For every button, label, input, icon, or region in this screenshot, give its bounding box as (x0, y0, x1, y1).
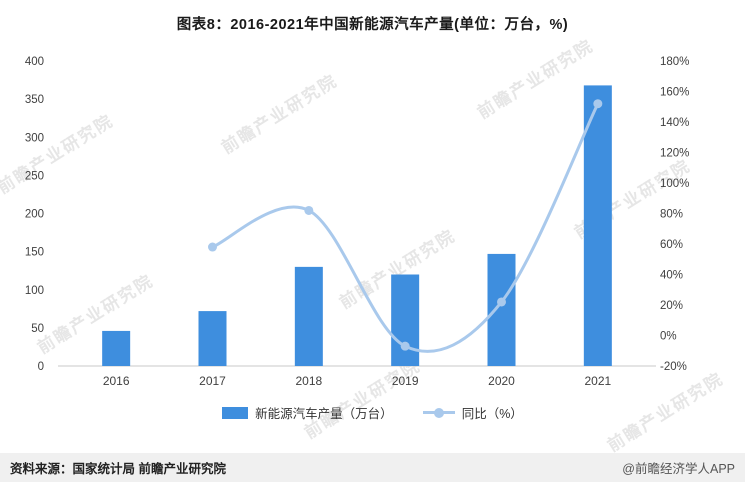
legend-item-yoy: 同比（%） (422, 403, 523, 422)
bar (487, 253, 516, 366)
line-point (593, 99, 603, 109)
bar (198, 311, 227, 366)
x-axis-label: 2021 (584, 374, 611, 388)
bar-swatch (222, 406, 249, 419)
left-axis-tick: 100 (25, 285, 44, 297)
right-axis-tick: 80% (660, 209, 683, 221)
right-axis-tick: 100% (660, 178, 689, 190)
x-axis-label: 2020 (488, 374, 515, 388)
left-axis-tick: 300 (25, 132, 44, 144)
line-point (304, 205, 314, 215)
line-swatch-dot (433, 407, 444, 418)
right-axis-tick: 120% (660, 148, 689, 160)
right-axis-tick: 0% (660, 331, 677, 343)
right-axis-tick: 140% (660, 117, 689, 129)
combo-chart-svg: 0 50 100 150 200 250 300 350 400 -20% 0% 20% 40% 60% 8… (25, 56, 690, 388)
right-axis-tick: 60% (660, 239, 683, 251)
left-axis-tick: 350 (25, 94, 44, 106)
left-axis-tick: 50 (31, 323, 44, 335)
legend-label-production: 新能源汽车产量（万台） (255, 407, 393, 421)
x-axis-label: 2016 (103, 374, 130, 388)
data-source-text: 资料来源：国家统计局 前瞻产业研究院 (10, 462, 226, 476)
x-axis-label: 2018 (295, 374, 322, 388)
legend: 新能源汽车产量（万台） 同比（%） (0, 403, 745, 422)
right-axis-tick: 40% (660, 270, 683, 282)
brand-text: @前瞻经济学人APP (622, 462, 735, 476)
x-axis-label: 2017 (199, 374, 226, 388)
right-axis-tick: 160% (660, 87, 689, 99)
left-axis-tick: 250 (25, 170, 44, 182)
right-axis-tick: 20% (660, 300, 683, 312)
bar (102, 330, 131, 366)
footer-bar: 资料来源：国家统计局 前瞻产业研究院 @前瞻经济学人APP (0, 453, 745, 482)
x-axis-label: 2019 (392, 374, 419, 388)
legend-item-production: 新能源汽车产量（万台） (222, 403, 393, 422)
line-point (497, 297, 506, 307)
bar (391, 274, 420, 366)
bar (583, 85, 612, 367)
left-axis-tick: 200 (25, 209, 44, 221)
line-swatch (422, 407, 455, 418)
right-axis-tick: -20% (660, 361, 687, 373)
chart-area: 0 50 100 150 200 250 300 350 400 -20% 0% 20% 40% 60% 8… (0, 36, 745, 401)
chart-title: 图表8：2016-2021年中国新能源汽车产量(单位：万台，%) (176, 17, 569, 33)
line-point (208, 242, 217, 252)
left-axis-tick: 150 (25, 247, 44, 259)
right-axis-tick: 180% (660, 56, 689, 68)
bar (294, 266, 323, 366)
left-axis-tick: 0 (38, 361, 44, 373)
legend-label-yoy: 同比（%） (461, 407, 523, 421)
left-axis-tick: 400 (25, 56, 44, 68)
line-point (400, 341, 410, 351)
